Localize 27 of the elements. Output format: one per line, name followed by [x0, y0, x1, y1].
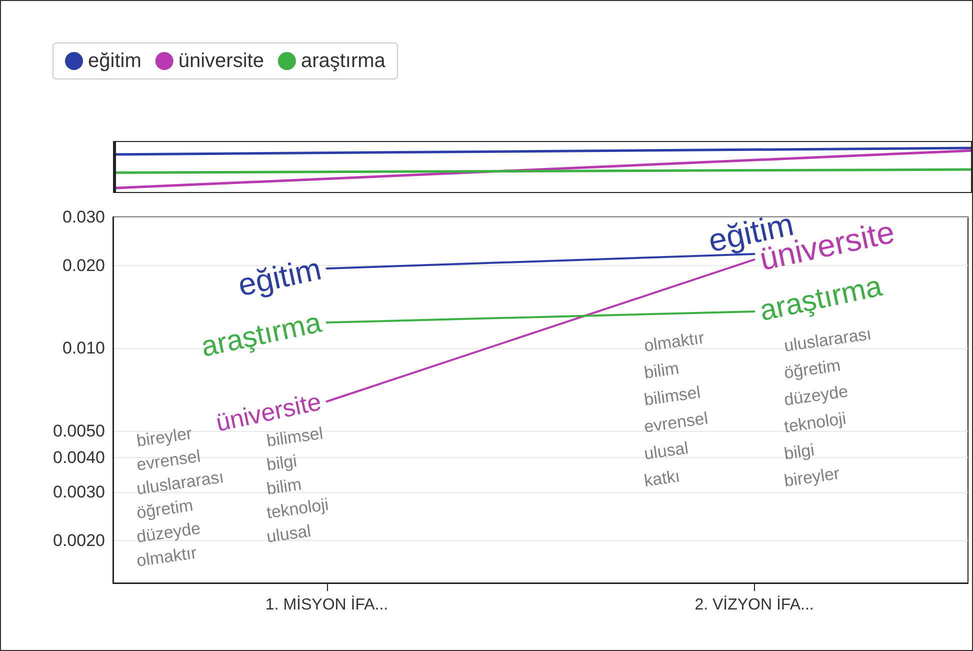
annotation: öğretim [782, 356, 842, 382]
legend-label: üniversite [178, 50, 264, 72]
x-tick-label: 2. VİZYON İFA... [694, 596, 814, 614]
annotation: bilgi [265, 451, 298, 474]
annotation: bilim [642, 358, 680, 382]
y-tick-label: 0.0050 [53, 421, 105, 440]
y-tick-label: 0.0030 [53, 482, 105, 502]
y-tick-label: 0.010 [62, 338, 105, 358]
annotation: bilgi [782, 440, 816, 464]
annotation: teknoloji [782, 408, 848, 436]
annotation: ulusal [265, 521, 312, 546]
y-tick-label: 0.0040 [53, 448, 105, 468]
x-tick-label: 1. MİSYON İFA... [265, 596, 388, 614]
y-tick-label: 0.030 [62, 208, 105, 226]
annotation: evrensel [642, 408, 710, 436]
annotation: bireyler [782, 464, 842, 490]
annotation: katkı [642, 466, 682, 490]
annotation: bilimsel [642, 382, 702, 410]
y-tick-label: 0.0020 [53, 530, 105, 550]
text: eğitim [235, 251, 324, 304]
annotation: olmaktır [642, 328, 706, 356]
y-tick-label: 0.020 [62, 256, 105, 275]
annotation: ulusal [642, 438, 690, 464]
legend-label: araştırma [300, 50, 386, 72]
legend-label: eğitim [88, 50, 142, 72]
annotation: düzeyde [782, 382, 850, 410]
text: araştırma [198, 306, 324, 364]
